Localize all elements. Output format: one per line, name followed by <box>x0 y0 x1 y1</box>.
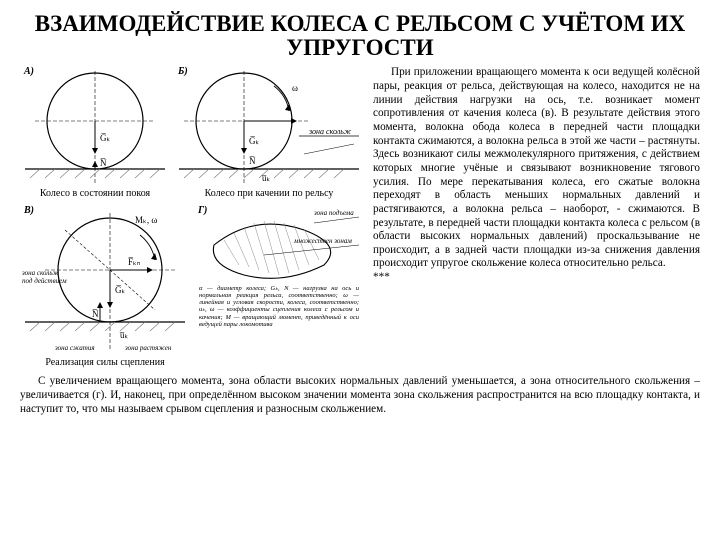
paragraph-1: При приложении вращающего момента к оси … <box>373 66 700 271</box>
figure-row-1: А) G̅ₖ <box>20 66 365 186</box>
fig-a-g-label: G̅ₖ <box>100 133 110 143</box>
fig-g-legend-2: качения; M — вращающий момент, приведённ… <box>199 313 359 327</box>
figure-a-svg: G̅ₖ N̅ <box>20 66 170 186</box>
fig-v-g: G̅ₖ <box>115 285 125 295</box>
fig-v-left2: под действием <box>22 277 67 285</box>
body-text-column: При приложении вращающего момента к оси … <box>373 66 700 373</box>
fig-g-top: зона подъема <box>313 209 354 217</box>
caption-v: Реализация силы сцепления <box>20 357 190 370</box>
caption-a: Колесо в состоянии покоя <box>20 188 170 201</box>
figure-g: Г) зона подъема множествен зонам <box>194 205 364 355</box>
fig-a-n-label: N̅ <box>100 158 107 168</box>
fig-b-u: u̅ₖ <box>261 173 270 183</box>
fig-g-mid: множествен зонам <box>293 237 352 245</box>
separator-stars: *** <box>373 271 700 285</box>
figure-b-label: Б) <box>178 66 188 79</box>
figure-v-svg: Mₖ, ω F̅ₖₙ G̅ₖ N̅ u̅ₖ зона скольж под де… <box>20 205 190 355</box>
fig-v-f: F̅ₖₙ <box>128 257 141 267</box>
content-area: А) G̅ₖ <box>20 66 700 373</box>
figure-b-svg: ω G̅ₖ N̅ u̅ₖ зона скольж <box>174 66 364 186</box>
figure-a-label: А) <box>24 66 34 79</box>
fig-b-zone: зона скольж <box>308 127 352 136</box>
figure-g-svg: зона подъема множествен зонам α — диамет… <box>194 205 364 355</box>
page-title: ВЗАИМОДЕЙСТВИЕ КОЛЕСА С РЕЛЬСОМ С УЧЁТОМ… <box>20 12 700 60</box>
fig-v-botr: зона растяжен <box>124 344 172 352</box>
figures-column: А) G̅ₖ <box>20 66 365 373</box>
fig-b-omega: ω <box>292 83 298 93</box>
fig-b-n: N̅ <box>249 156 256 166</box>
fig-v-u: u̅ₖ <box>119 330 128 340</box>
fig-v-bot: зона сжатия <box>54 344 95 352</box>
figure-b: Б) ω <box>174 66 364 186</box>
fig-g-legend-1: α — диаметр колеса; Gₖ, N — нагрузка на … <box>199 285 359 313</box>
figure-g-label: Г) <box>198 205 207 218</box>
caption-b: Колесо при качении по рельсу <box>174 188 364 201</box>
figure-v: В) Mₖ, ω <box>20 205 190 355</box>
figure-row-2: В) Mₖ, ω <box>20 205 365 355</box>
fig-b-g: G̅ₖ <box>249 136 259 146</box>
paragraph-2: С увеличением вращающего момента, зона о… <box>20 375 700 416</box>
fig-v-n: N̅ <box>92 309 99 319</box>
fig-v-left1: зона скольж <box>21 269 60 277</box>
fig-v-m: Mₖ, ω <box>135 215 157 225</box>
figure-v-label: В) <box>24 205 34 218</box>
figure-a: А) G̅ₖ <box>20 66 170 186</box>
